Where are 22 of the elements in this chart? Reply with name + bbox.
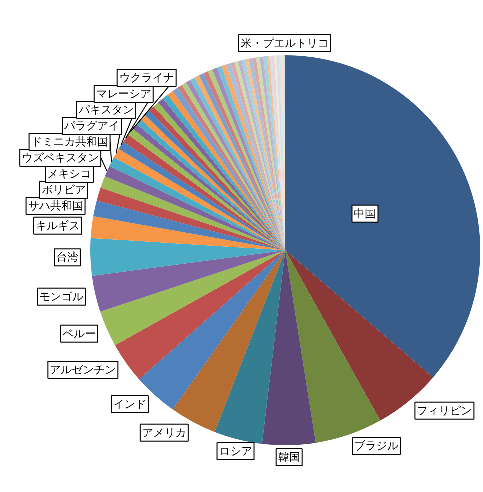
slice-label: パキスタン bbox=[78, 103, 134, 116]
slice-label: マレーシア bbox=[96, 87, 152, 100]
slice-label: 中国 bbox=[354, 207, 376, 220]
slice-label: ロシア bbox=[219, 444, 252, 458]
slice-label: ボリビア bbox=[42, 183, 86, 196]
slice-label: ウズベキスタン bbox=[22, 151, 100, 164]
slice-label: キルギス bbox=[36, 219, 80, 232]
slice-label: 台湾 bbox=[56, 251, 79, 264]
slice-label: アメリカ bbox=[142, 426, 186, 440]
slice-label: ドミニカ共和国 bbox=[31, 135, 108, 148]
slice-label: モンゴル bbox=[40, 290, 84, 304]
slice-label: アルゼンチン bbox=[50, 364, 116, 377]
slice-label: フィリピン bbox=[417, 404, 472, 418]
slice-label: メキシコ bbox=[48, 167, 92, 180]
slice-label: ブラジル bbox=[354, 440, 399, 453]
slice-label: ペルー bbox=[62, 327, 96, 340]
slice-label: 韓国 bbox=[278, 450, 300, 464]
slice-label: パラグアイ bbox=[64, 119, 120, 132]
slice-label: サハ共和国 bbox=[28, 199, 84, 212]
slice-label: 米・プエルトリコ bbox=[240, 37, 329, 50]
slice-label: インド bbox=[113, 398, 146, 411]
slice-label: ウクライナ bbox=[119, 71, 174, 84]
